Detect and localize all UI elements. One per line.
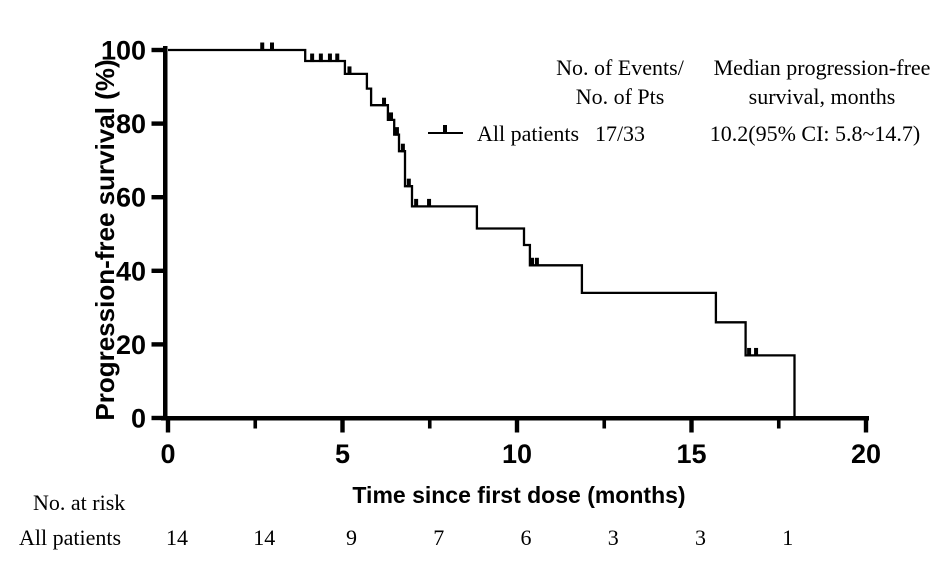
x-axis-major-tick — [165, 420, 171, 433]
legend-median-header-line1: Median progression-free — [713, 55, 931, 80]
censor-mark — [260, 42, 265, 51]
censor-mark — [347, 66, 352, 75]
censor-mark — [530, 257, 535, 267]
censor-tick-icon — [443, 125, 447, 134]
y-tick-label: 60 — [116, 183, 146, 213]
censor-mark — [318, 53, 323, 63]
legend-median-header: Median progression-free survival, months — [712, 53, 931, 111]
y-tick-label: 80 — [116, 109, 146, 139]
x-tick-label: 10 — [502, 439, 532, 469]
risk-row-label: All patients — [19, 525, 122, 550]
legend-series-symbol — [428, 124, 463, 134]
x-axis-minor-tick — [776, 420, 781, 429]
censor-mark — [335, 53, 340, 63]
y-tick-label: 20 — [116, 330, 146, 360]
x-axis-minor-tick — [602, 420, 607, 429]
censor-mark — [327, 53, 332, 63]
x-tick-label: 0 — [160, 439, 175, 469]
legend-series-label: All patients — [477, 121, 580, 146]
legend-events-header-line2: No. of Pts — [575, 84, 665, 109]
risk-count-value: 1 — [782, 525, 794, 550]
km-step-curve — [168, 48, 796, 418]
x-axis-major-tick — [689, 420, 694, 433]
censor-mark — [394, 127, 399, 136]
x-tick-label: 5 — [335, 439, 350, 469]
risk-count-value: 7 — [433, 525, 445, 550]
y-axis-spine — [163, 46, 168, 420]
censor-mark — [400, 143, 405, 153]
y-axis-title: Progression-free survival (%) — [90, 59, 120, 421]
censor-mark — [747, 347, 752, 357]
x-axis-spine — [161, 416, 869, 421]
risk-count-value: 3 — [695, 525, 706, 550]
y-axis-tick — [151, 415, 163, 421]
censor-mark — [310, 53, 315, 63]
y-axis-tick — [151, 342, 163, 347]
y-axis-tick — [151, 47, 163, 53]
censor-mark — [427, 198, 432, 208]
legend-median-header-line2: survival, months — [748, 84, 896, 109]
legend-events-header: No. of Events/ No. of Pts — [545, 53, 695, 111]
censor-mark — [754, 347, 759, 357]
censor-mark — [406, 178, 411, 188]
y-axis-tick — [151, 268, 163, 273]
x-axis-major-tick — [514, 420, 520, 433]
x-tick-label: 20 — [851, 439, 881, 469]
risk-count-value: 3 — [607, 525, 619, 550]
risk-count-value: 14 — [166, 525, 188, 550]
censor-mark — [389, 112, 394, 121]
legend-events-header-line1: No. of Events/ — [556, 55, 684, 80]
x-axis-major-tick — [863, 420, 869, 433]
risk-count-value: 6 — [520, 525, 532, 550]
censor-mark — [534, 257, 539, 267]
y-axis-tick — [151, 195, 163, 200]
risk-table-title: No. at risk — [33, 490, 126, 515]
censor-mark — [414, 198, 419, 208]
y-tick-label: 100 — [101, 36, 146, 66]
x-axis-minor-tick — [427, 420, 432, 429]
y-tick-label: 0 — [131, 404, 146, 434]
x-tick-label: 15 — [676, 439, 706, 469]
x-axis-major-tick — [340, 420, 345, 433]
legend-events-value: 17/33 — [594, 121, 646, 146]
censor-mark — [270, 42, 275, 51]
x-axis-title: Time since first dose (months) — [352, 482, 686, 508]
x-axis-minor-tick — [253, 420, 258, 429]
y-axis-tick — [151, 121, 163, 126]
risk-count-value: 9 — [346, 525, 357, 550]
legend-median-value: 10.2(95% CI: 5.8~14.7) — [709, 121, 921, 146]
risk-count-value: 14 — [253, 525, 276, 550]
censor-mark — [382, 97, 387, 107]
y-tick-label: 40 — [116, 256, 146, 286]
